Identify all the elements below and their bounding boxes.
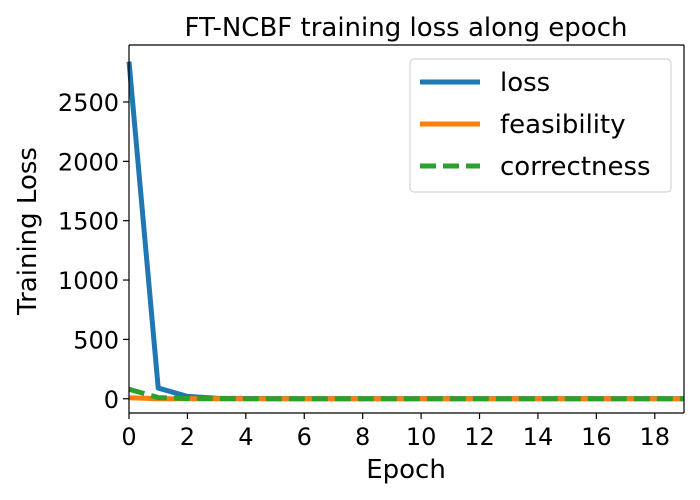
- legend-label: feasibility: [500, 110, 626, 140]
- x-tick-label: 14: [523, 423, 554, 451]
- y-axis-label: Training Loss: [13, 147, 43, 316]
- x-tick-label: 10: [406, 423, 437, 451]
- x-axis: 0 2 4 6 8 10 12 14 16 18: [121, 413, 670, 451]
- x-axis-label: Epoch: [366, 455, 446, 485]
- x-tick-label: 8: [355, 423, 370, 451]
- y-tick-label: 2500: [58, 89, 119, 117]
- x-tick-label: 4: [238, 423, 253, 451]
- y-tick-label: 500: [73, 326, 119, 354]
- legend-item-feasibility: feasibility: [420, 110, 626, 140]
- x-tick-label: 0: [121, 423, 136, 451]
- y-tick-label: 0: [104, 386, 119, 414]
- x-tick-label: 6: [297, 423, 312, 451]
- x-tick-label: 16: [581, 423, 612, 451]
- x-tick-label: 18: [640, 423, 671, 451]
- series-layer: [126, 44, 685, 414]
- legend-label: loss: [500, 68, 550, 98]
- series-line-correctness: [128, 386, 684, 402]
- y-tick-label: 1000: [58, 267, 119, 295]
- legend-box: [409, 58, 672, 193]
- x-tick-label: 12: [464, 423, 495, 451]
- y-tick-label: 2000: [58, 148, 119, 176]
- legend-item-loss: loss: [420, 68, 550, 98]
- y-tick-label: 1500: [58, 208, 119, 236]
- chart-title: FT-NCBF training loss along epoch: [184, 13, 627, 43]
- legend-item-correctness: correctness: [420, 152, 651, 182]
- axes-frame: [128, 44, 685, 414]
- legend-label: correctness: [500, 152, 651, 182]
- legend: loss feasibility correctness: [409, 58, 672, 193]
- x-tick-label: 2: [180, 423, 195, 451]
- y-axis: 0 500 1000 1500 2000 2500: [58, 89, 129, 414]
